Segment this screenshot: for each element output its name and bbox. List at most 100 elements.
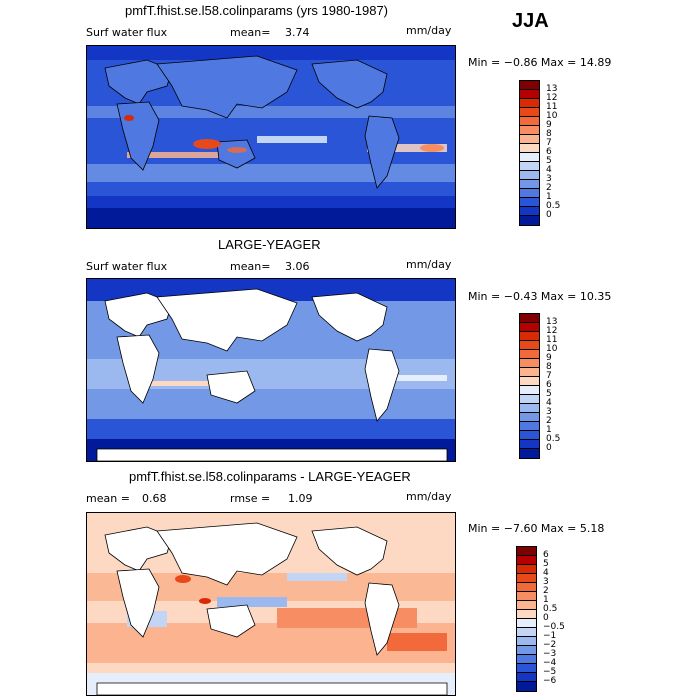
panel-3-swatch — [517, 673, 536, 682]
panel-3-swatch — [517, 592, 536, 601]
panel-1-swatch — [520, 198, 539, 207]
panel-1-swatch — [520, 189, 539, 198]
panel-3-colorbar-label: 4 — [543, 568, 549, 578]
panel-3-swatch — [517, 637, 536, 646]
panel-2-colorbar-label: 11 — [546, 335, 558, 345]
panel-1-colorbar-label: 6 — [546, 147, 552, 157]
panel-2-colorbar-label: 5 — [546, 389, 552, 399]
panel-2-swatch — [520, 359, 539, 368]
panel-1-swatch — [520, 99, 539, 108]
panel-3-colorbar-label: 2 — [543, 586, 549, 596]
panel-2-colorbar — [519, 313, 540, 459]
panel-3-swatch — [517, 655, 536, 664]
panel-3-min-max: Min = −7.60 Max = 5.18 — [468, 522, 605, 535]
panel-3-swatch — [517, 574, 536, 583]
panel-1-colorbar-label: 3 — [546, 174, 552, 184]
panel-1-colorbar-label: 2 — [546, 183, 552, 193]
panel-3-title: pmfT.fhist.se.l58.colinparams - LARGE-YE… — [129, 469, 411, 484]
season-label: JJA — [512, 10, 549, 32]
panel-1-map — [86, 45, 456, 229]
panel-3-colorbar-label: −4 — [543, 658, 557, 668]
panel-1-swatch — [520, 90, 539, 99]
panel-1-colorbar-label: 4 — [546, 165, 552, 175]
panel-3-colorbar-labels: 6 5 4 3 2 1 0.5 0 −0.5 −1 −2 −3 −4 −5 −6 — [543, 551, 565, 686]
panel-3-colorbar-label: −1 — [543, 631, 557, 641]
panel-3-map-svg — [87, 513, 455, 695]
panel-3-swatch — [517, 646, 536, 655]
panel-2-map — [86, 278, 456, 462]
panel-1-swatch — [520, 216, 539, 225]
panel-1-colorbar-labels: 13 12 11 10 9 8 7 6 5 4 3 2 1 0.5 0 — [546, 85, 560, 220]
panel-2-swatch — [520, 422, 539, 431]
panel-1-colorbar-label: 9 — [546, 120, 552, 130]
panel-1-colorbar-label: 11 — [546, 102, 558, 112]
panel-3-mean-value: 0.68 — [142, 492, 167, 505]
panel-3-swatch — [517, 628, 536, 637]
panel-3-swatch — [517, 619, 536, 628]
panel-1-colorbar — [519, 80, 540, 226]
panel-2-colorbar-label: 0 — [546, 443, 552, 453]
panel-1-colorbar-label: 13 — [546, 84, 558, 94]
panel-1-swatch — [520, 108, 539, 117]
panel-2-colorbar-label: 2 — [546, 416, 552, 426]
panel-2-swatch — [520, 386, 539, 395]
panel-3-units: mm/day — [406, 490, 452, 503]
panel-3-swatch — [517, 556, 536, 565]
panel-3-swatch — [517, 610, 536, 619]
panel-1-variable-label: Surf water flux — [86, 26, 168, 39]
panel-2-colorbar-labels: 13 12 11 10 9 8 7 6 5 4 3 2 1 0.5 0 — [546, 318, 560, 453]
panel-1-map-svg — [87, 46, 455, 228]
panel-1-swatch — [520, 126, 539, 135]
panel-2-swatch — [520, 332, 539, 341]
panel-2-swatch — [520, 431, 539, 440]
panel-2-swatch — [520, 350, 539, 359]
panel-1-swatch — [520, 162, 539, 171]
panel-3-colorbar-label: 5 — [543, 559, 549, 569]
panel-2-colorbar-label: 9 — [546, 353, 552, 363]
panel-3-colorbar-label: 0.5 — [543, 604, 558, 614]
panel-3-map — [86, 512, 456, 696]
panel-3-colorbar-label: −6 — [543, 676, 557, 686]
panel-1-colorbar-label: 0.5 — [546, 201, 561, 211]
panel-1-swatch — [520, 180, 539, 189]
panel-2-colorbar-label: 8 — [546, 362, 552, 372]
panel-1-colorbar-label: 0 — [546, 210, 552, 220]
panel-3-swatch — [517, 682, 536, 691]
panel-1-swatch — [520, 117, 539, 126]
panel-2-swatch — [520, 413, 539, 422]
panel-2-colorbar-label: 6 — [546, 380, 552, 390]
panel-1-colorbar-label: 12 — [546, 93, 558, 103]
panel-2-colorbar-label: 13 — [546, 317, 558, 327]
panel-1-colorbar-label: 1 — [546, 192, 552, 202]
panel-3-rmse-value: 1.09 — [288, 492, 313, 505]
panel-2-swatch — [520, 440, 539, 449]
panel-1-swatch — [520, 135, 539, 144]
panel-2-min-max: Min = −0.43 Max = 10.35 — [468, 290, 612, 303]
panel-2-colorbar-label: 3 — [546, 407, 552, 417]
panel-3-colorbar-label: −5 — [543, 667, 557, 677]
panel-2-map-svg — [87, 279, 455, 461]
panel-2-swatch — [520, 449, 539, 458]
panel-1-mean-label: mean= — [230, 26, 271, 39]
panel-2-colorbar-label: 10 — [546, 344, 558, 354]
panel-2-mean-value: 3.06 — [285, 260, 310, 273]
panel-1-swatch — [520, 153, 539, 162]
panel-2-swatch — [520, 368, 539, 377]
panel-3-swatch — [517, 565, 536, 574]
panel-2-swatch — [520, 314, 539, 323]
panel-1-swatch — [520, 171, 539, 180]
panel-2-swatch — [520, 404, 539, 413]
panel-1-units: mm/day — [406, 24, 452, 37]
panel-1-swatch — [520, 81, 539, 90]
panel-2-variable-label: Surf water flux — [86, 260, 168, 273]
panel-3-swatch — [517, 664, 536, 673]
panel-1-swatch — [520, 144, 539, 153]
panel-3-swatch — [517, 583, 536, 592]
panel-1-swatch — [520, 207, 539, 216]
panel-2-mean-label: mean= — [230, 260, 271, 273]
panel-3-colorbar-label: 1 — [543, 595, 549, 605]
panel-3-colorbar-label: −2 — [543, 640, 557, 650]
panel-1-colorbar-label: 5 — [546, 156, 552, 166]
panel-3-rmse-label: rmse = — [230, 492, 271, 505]
panel-1-min-max: Min = −0.86 Max = 14.89 — [468, 56, 612, 69]
